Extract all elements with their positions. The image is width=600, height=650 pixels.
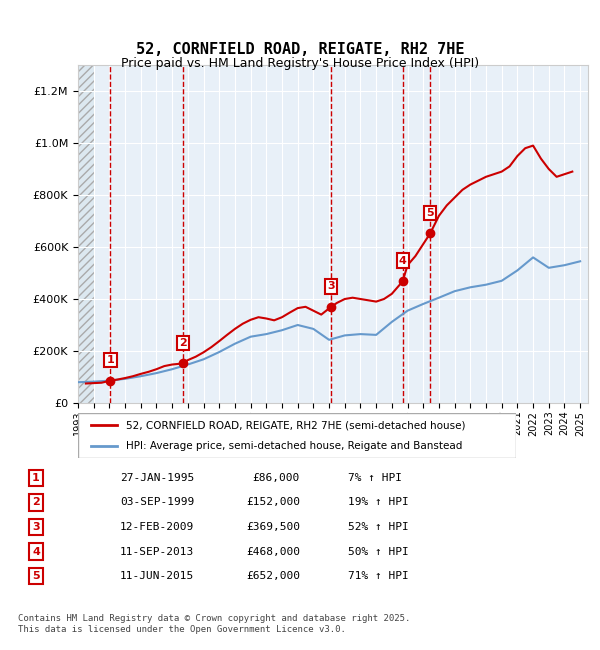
Text: £369,500: £369,500 bbox=[246, 522, 300, 532]
Text: 5: 5 bbox=[32, 571, 40, 581]
Text: 52, CORNFIELD ROAD, REIGATE, RH2 7HE (semi-detached house): 52, CORNFIELD ROAD, REIGATE, RH2 7HE (se… bbox=[126, 421, 466, 430]
Text: 03-SEP-1999: 03-SEP-1999 bbox=[120, 497, 194, 508]
FancyBboxPatch shape bbox=[78, 413, 516, 458]
Text: £86,000: £86,000 bbox=[253, 473, 300, 483]
Text: 50% ↑ HPI: 50% ↑ HPI bbox=[348, 547, 409, 556]
Text: 27-JAN-1995: 27-JAN-1995 bbox=[120, 473, 194, 483]
Text: £468,000: £468,000 bbox=[246, 547, 300, 556]
Text: 2: 2 bbox=[179, 338, 187, 348]
Text: 4: 4 bbox=[32, 547, 40, 556]
Text: £652,000: £652,000 bbox=[246, 571, 300, 581]
Bar bbox=[94, 65, 588, 403]
Text: 4: 4 bbox=[399, 255, 407, 266]
Text: HPI: Average price, semi-detached house, Reigate and Banstead: HPI: Average price, semi-detached house,… bbox=[126, 441, 463, 450]
Text: 52, CORNFIELD ROAD, REIGATE, RH2 7HE: 52, CORNFIELD ROAD, REIGATE, RH2 7HE bbox=[136, 42, 464, 57]
Text: 1: 1 bbox=[32, 473, 40, 483]
Text: 71% ↑ HPI: 71% ↑ HPI bbox=[348, 571, 409, 581]
Text: 3: 3 bbox=[327, 281, 335, 291]
Text: 1: 1 bbox=[107, 355, 115, 365]
Text: 11-JUN-2015: 11-JUN-2015 bbox=[120, 571, 194, 581]
Text: Price paid vs. HM Land Registry's House Price Index (HPI): Price paid vs. HM Land Registry's House … bbox=[121, 57, 479, 70]
Text: 5: 5 bbox=[427, 208, 434, 218]
Text: 3: 3 bbox=[32, 522, 40, 532]
Text: 2: 2 bbox=[32, 497, 40, 508]
Text: 19% ↑ HPI: 19% ↑ HPI bbox=[348, 497, 409, 508]
Bar bbox=[78, 65, 94, 403]
Text: Contains HM Land Registry data © Crown copyright and database right 2025.
This d: Contains HM Land Registry data © Crown c… bbox=[18, 614, 410, 634]
Text: 52% ↑ HPI: 52% ↑ HPI bbox=[348, 522, 409, 532]
Text: £152,000: £152,000 bbox=[246, 497, 300, 508]
Text: 7% ↑ HPI: 7% ↑ HPI bbox=[348, 473, 402, 483]
Text: 12-FEB-2009: 12-FEB-2009 bbox=[120, 522, 194, 532]
Text: 11-SEP-2013: 11-SEP-2013 bbox=[120, 547, 194, 556]
